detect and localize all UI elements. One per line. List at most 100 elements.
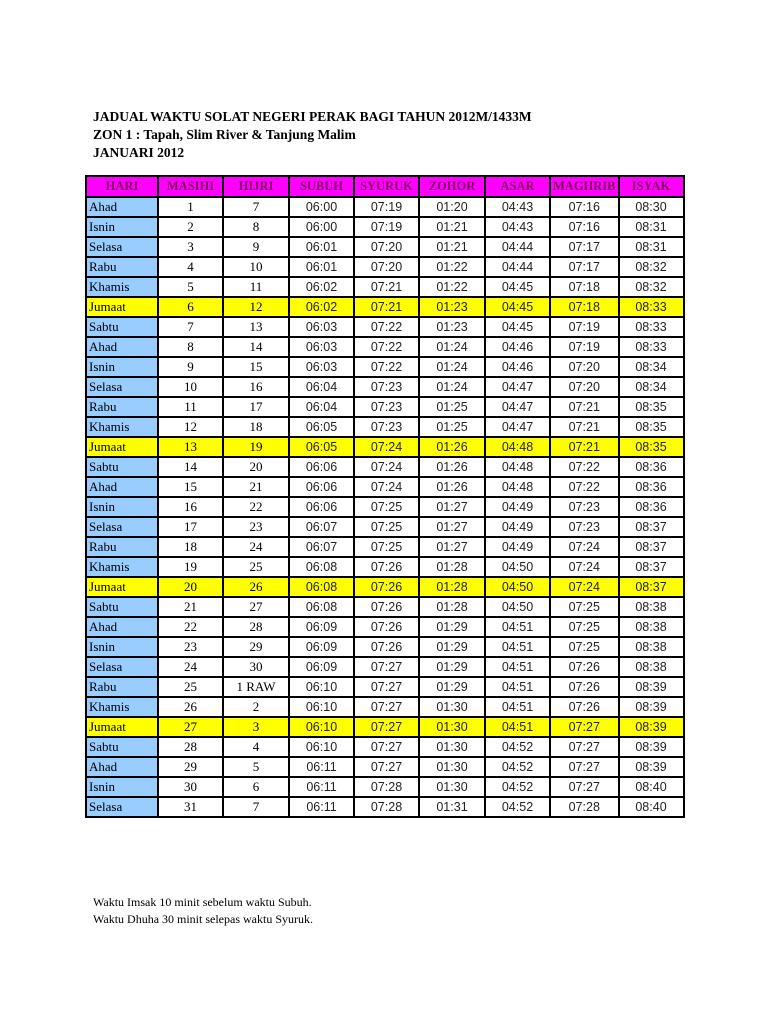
cell-isyak: 08:37 (617, 556, 685, 578)
table-row: Ahad 15 21 06:06 07:24 01:26 04:48 07:22 08:36 (85, 476, 685, 498)
cell-masihi: 19 (157, 556, 224, 578)
cell-hari: Selasa (85, 376, 159, 398)
cell-subuh: 06:10 (288, 676, 355, 698)
cell-maghrib: 07:27 (549, 756, 620, 778)
cell-asar: 04:48 (484, 436, 551, 458)
cell-zohor: 01:30 (418, 776, 486, 798)
cell-asar: 04:45 (484, 276, 551, 298)
cell-subuh: 06:11 (288, 776, 355, 798)
cell-hari: Rabu (85, 676, 159, 698)
cell-hari: Isnin (85, 216, 159, 238)
cell-hari: Isnin (85, 636, 159, 658)
cell-masihi: 23 (157, 636, 224, 658)
cell-syuruk: 07:26 (353, 556, 420, 578)
cell-isyak: 08:39 (617, 736, 685, 758)
cell-asar: 04:49 (484, 536, 551, 558)
table-row: Sabtu 28 4 06:10 07:27 01:30 04:52 07:27 08:39 (85, 736, 685, 758)
cell-isyak: 08:31 (617, 216, 685, 238)
cell-maghrib: 07:25 (549, 616, 620, 638)
cell-asar: 04:43 (484, 196, 551, 218)
cell-masihi: 9 (157, 356, 224, 378)
cell-zohor: 01:29 (418, 616, 486, 638)
cell-zohor: 01:28 (418, 596, 486, 618)
cell-syuruk: 07:26 (353, 616, 420, 638)
cell-isyak: 08:36 (617, 496, 685, 518)
document-title: JADUAL WAKTU SOLAT NEGERI PERAK BAGI TAH… (93, 109, 532, 124)
cell-syuruk: 07:23 (353, 416, 420, 438)
cell-syuruk: 07:19 (353, 196, 420, 218)
table-row: Isnin 23 29 06:09 07:26 01:29 04:51 07:25 08:38 (85, 636, 685, 658)
cell-hijri: 23 (222, 516, 290, 538)
cell-subuh: 06:10 (288, 716, 355, 738)
cell-syuruk: 07:28 (353, 796, 420, 818)
cell-hijri: 5 (222, 756, 290, 778)
cell-subuh: 06:05 (288, 416, 355, 438)
table-row: Ahad 29 5 06:11 07:27 01:30 04:52 07:27 08:39 (85, 756, 685, 778)
cell-masihi: 8 (157, 336, 224, 358)
cell-hari: Rabu (85, 256, 159, 278)
cell-subuh: 06:06 (288, 496, 355, 518)
zone-label: ZON 1 : Tapah, Slim River & Tanjung Mali… (93, 127, 356, 142)
cell-zohor: 01:21 (418, 236, 486, 258)
cell-isyak: 08:39 (617, 696, 685, 718)
cell-maghrib: 07:23 (549, 496, 620, 518)
cell-asar: 04:50 (484, 576, 551, 598)
table-row: Jumaat 20 26 06:08 07:26 01:28 04:50 07:24 08:37 (85, 576, 685, 598)
cell-maghrib: 07:23 (549, 516, 620, 538)
cell-hijri: 30 (222, 656, 290, 678)
cell-hari: Ahad (85, 756, 159, 778)
cell-masihi: 4 (157, 256, 224, 278)
cell-hijri: 27 (222, 596, 290, 618)
cell-subuh: 06:02 (288, 296, 355, 318)
cell-zohor: 01:30 (418, 696, 486, 718)
table-row: Rabu 18 24 06:07 07:25 01:27 04:49 07:24 08:37 (85, 536, 685, 558)
cell-hijri: 15 (222, 356, 290, 378)
cell-masihi: 7 (157, 316, 224, 338)
cell-masihi: 25 (157, 676, 224, 698)
cell-zohor: 01:26 (418, 436, 486, 458)
cell-maghrib: 07:24 (549, 576, 620, 598)
cell-isyak: 08:35 (617, 416, 685, 438)
cell-zohor: 01:22 (418, 276, 486, 298)
cell-asar: 04:47 (484, 416, 551, 438)
prayer-times-table: HARI MASIHI HIJRI SUBUH SYURUK ZOHOR ASAR MAGHR… (85, 175, 685, 818)
cell-maghrib: 07:26 (549, 696, 620, 718)
cell-syuruk: 07:26 (353, 576, 420, 598)
cell-isyak: 08:33 (617, 316, 685, 338)
cell-asar: 04:51 (484, 656, 551, 678)
cell-syuruk: 07:27 (353, 756, 420, 778)
cell-hijri: 6 (222, 776, 290, 798)
cell-syuruk: 07:23 (353, 376, 420, 398)
cell-maghrib: 07:24 (549, 556, 620, 578)
column-header-masihi: MASIHI (157, 175, 224, 198)
cell-hijri: 4 (222, 736, 290, 758)
cell-masihi: 21 (157, 596, 224, 618)
cell-zohor: 01:27 (418, 496, 486, 518)
cell-maghrib: 07:20 (549, 356, 620, 378)
table-row: Selasa 24 30 06:09 07:27 01:29 04:51 07:26 08:38 (85, 656, 685, 678)
cell-maghrib: 07:26 (549, 656, 620, 678)
table-row: Isnin 16 22 06:06 07:25 01:27 04:49 07:23 08:36 (85, 496, 685, 518)
cell-masihi: 14 (157, 456, 224, 478)
cell-subuh: 06:08 (288, 596, 355, 618)
cell-syuruk: 07:24 (353, 436, 420, 458)
table-row: Selasa 17 23 06:07 07:25 01:27 04:49 07:23 08:37 (85, 516, 685, 538)
cell-subuh: 06:04 (288, 396, 355, 418)
cell-hijri: 10 (222, 256, 290, 278)
cell-maghrib: 07:20 (549, 376, 620, 398)
cell-isyak: 08:39 (617, 716, 685, 738)
cell-zohor: 01:28 (418, 576, 486, 598)
cell-maghrib: 07:22 (549, 456, 620, 478)
cell-hari: Ahad (85, 196, 159, 218)
cell-hari: Selasa (85, 516, 159, 538)
cell-isyak: 08:36 (617, 456, 685, 478)
table-row: Selasa 10 16 06:04 07:23 01:24 04:47 07:20 08:34 (85, 376, 685, 398)
cell-hijri: 21 (222, 476, 290, 498)
cell-hijri: 24 (222, 536, 290, 558)
cell-subuh: 06:11 (288, 756, 355, 778)
cell-hari: Selasa (85, 656, 159, 678)
cell-syuruk: 07:20 (353, 236, 420, 258)
cell-maghrib: 07:27 (549, 736, 620, 758)
cell-zohor: 01:29 (418, 656, 486, 678)
cell-maghrib: 07:22 (549, 476, 620, 498)
